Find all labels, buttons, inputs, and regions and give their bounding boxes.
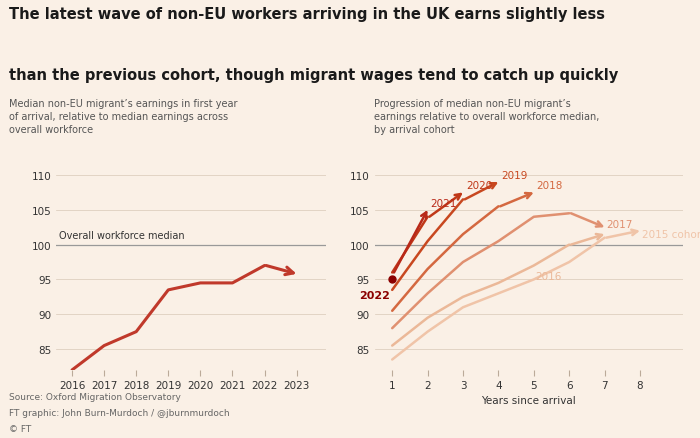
Text: than the previous cohort, though migrant wages tend to catch up quickly: than the previous cohort, though migrant… [9, 68, 618, 83]
Text: Source: Oxford Migration Observatory: Source: Oxford Migration Observatory [9, 392, 181, 401]
Text: FT graphic: John Burn-Murdoch / @jburnmurdoch: FT graphic: John Burn-Murdoch / @jburnmu… [9, 408, 230, 417]
Text: © FT: © FT [9, 424, 32, 434]
Text: Overall workforce median: Overall workforce median [60, 230, 185, 240]
Text: 2016: 2016 [536, 271, 562, 281]
Text: The latest wave of non-EU workers arriving in the UK earns slightly less: The latest wave of non-EU workers arrivi… [9, 7, 605, 21]
X-axis label: Years since arrival: Years since arrival [481, 395, 576, 405]
Text: 2018: 2018 [537, 181, 563, 191]
Text: 2021: 2021 [430, 198, 457, 208]
Text: Progression of median non-EU migrant’s
earnings relative to overall workforce me: Progression of median non-EU migrant’s e… [374, 99, 600, 135]
Text: Median non-EU migrant’s earnings in first year
of arrival, relative to median ea: Median non-EU migrant’s earnings in firs… [9, 99, 237, 135]
Text: 2019: 2019 [501, 170, 528, 180]
Text: 2017: 2017 [606, 219, 633, 229]
Text: 2020: 2020 [466, 181, 492, 191]
Text: 2022: 2022 [360, 290, 391, 300]
Text: 2015 cohort: 2015 cohort [642, 230, 700, 240]
